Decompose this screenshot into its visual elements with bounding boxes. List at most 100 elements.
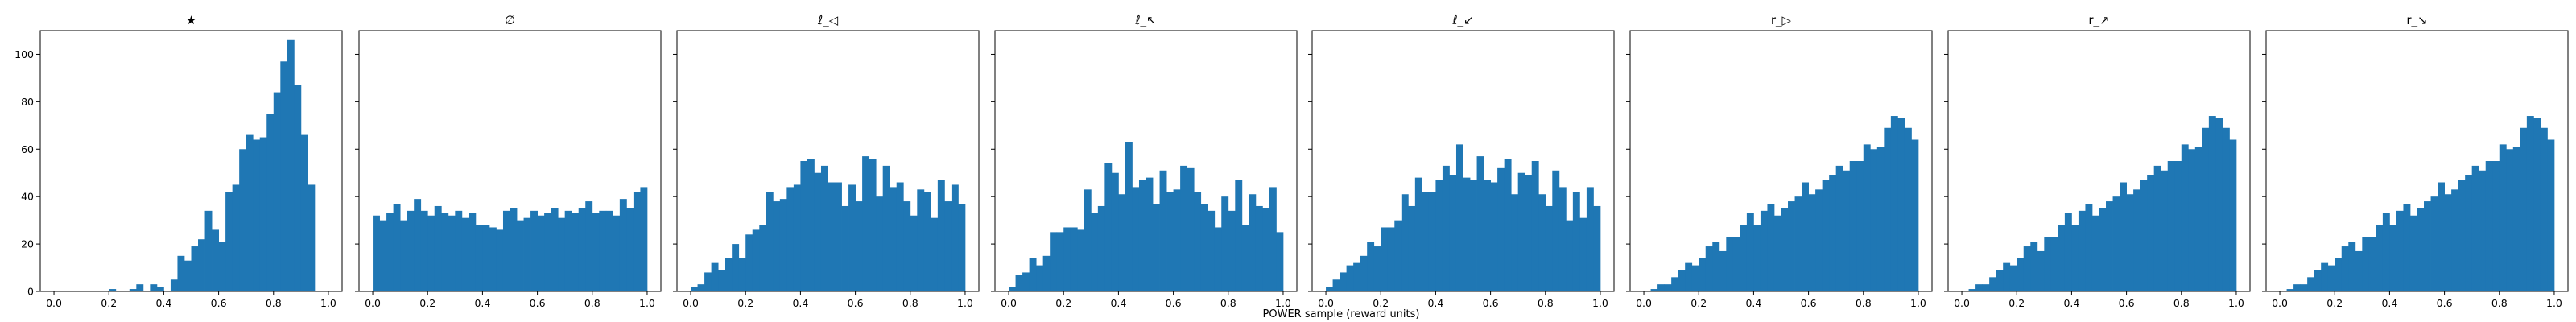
x-tick-label: 0.8: [266, 297, 282, 309]
histogram-bar: [156, 287, 164, 291]
histogram-bar: [300, 134, 308, 291]
histogram-bar: [2120, 182, 2127, 291]
histogram-bar: [2506, 149, 2514, 291]
histogram-bar: [1097, 205, 1105, 291]
histogram-bar: [551, 208, 559, 291]
histogram-panel: 0.0 0.2 0.4 0.6 0.8 1.0 r_↘: [2262, 13, 2569, 309]
x-tick-label: 0.2: [1690, 297, 1707, 309]
histogram-panel: 0.0 0.2 0.4 0.6 0.8 1.0 ℓ_↖: [991, 13, 1298, 309]
histogram-bar: [1996, 270, 2004, 291]
axes-frame: [676, 30, 980, 292]
histogram-bar: [1835, 165, 1843, 291]
histogram-bar: [691, 287, 698, 291]
histogram-bar: [1890, 116, 1898, 291]
x-tick-label: 0.0: [2272, 297, 2288, 309]
histogram-bar: [379, 220, 387, 291]
histogram-bar: [517, 220, 524, 291]
y-tick-label: 60: [21, 143, 34, 155]
histogram-bar: [1572, 192, 1580, 291]
histogram-bar: [273, 92, 281, 291]
histogram-bar: [558, 217, 566, 291]
histogram-bar: [427, 215, 436, 291]
histogram-bar: [544, 213, 552, 291]
x-tick-label: 0.4: [2381, 297, 2397, 309]
histogram-bar: [2293, 284, 2301, 291]
axes-frame: [39, 30, 343, 292]
histogram-bar: [1401, 194, 1409, 291]
x-tick-label: 1.0: [1592, 297, 1608, 309]
x-tick-label: 0.0: [46, 297, 62, 309]
histogram-bar: [1685, 262, 1693, 291]
histogram-bar: [198, 239, 205, 291]
histogram-bar: [1504, 159, 1512, 291]
histogram-bar: [1463, 177, 1471, 291]
x-tick-label: 0.6: [2119, 297, 2135, 309]
histogram-bar: [1070, 227, 1078, 291]
histogram-bar: [2376, 225, 2384, 291]
histogram-bar: [1166, 192, 1174, 291]
histogram-bar: [2451, 189, 2459, 291]
histogram-bar: [1470, 180, 1477, 291]
histogram-bar: [1442, 165, 1450, 291]
histogram-bar: [1699, 258, 1707, 291]
histogram-bar: [1381, 227, 1389, 291]
histogram-bar: [773, 201, 781, 291]
histogram-bar: [129, 289, 137, 291]
histogram-bar: [910, 215, 918, 291]
histogram-bar: [841, 205, 849, 291]
histogram-bar: [1104, 163, 1113, 291]
histogram-bar: [2327, 265, 2335, 291]
histogram-bar: [1843, 170, 1851, 291]
histogram-bar: [441, 213, 449, 291]
histogram-bar: [414, 199, 422, 291]
histogram-bar: [1159, 170, 1167, 291]
histogram-bar: [1084, 189, 1092, 291]
x-tick-label: 0.0: [1001, 297, 1017, 309]
panels-group: 0.0 0.2 0.4 0.6 0.8 1.0 0 20 40 60 80 100 ★ 0.0 0.2 0.4…: [14, 13, 2569, 309]
x-tick-label: 1.0: [320, 297, 336, 309]
histogram-bar: [890, 187, 898, 291]
histogram-bar: [793, 184, 801, 291]
x-tick-label: 0.2: [101, 297, 117, 309]
histogram-bar: [1118, 194, 1126, 291]
histogram-bar: [923, 192, 931, 291]
histogram-bar: [2355, 250, 2363, 291]
histogram-bar: [1781, 208, 1789, 291]
panel-title: ℓ_↙: [1451, 13, 1473, 28]
histogram-bar: [1208, 210, 1216, 291]
histogram-bar: [1173, 189, 1181, 291]
histogram-bar: [1241, 225, 1249, 291]
histogram-bar: [1125, 142, 1133, 291]
histogram-bar: [2037, 250, 2045, 291]
histogram-bar: [1111, 172, 1119, 291]
histogram-bar: [766, 192, 774, 291]
histogram-bar: [2409, 215, 2417, 291]
x-tick-label: 0.8: [1220, 297, 1236, 309]
histogram-bar: [2174, 161, 2182, 291]
histogram-bar: [510, 208, 518, 291]
histogram-bar: [1346, 265, 1354, 291]
histogram-bar: [1449, 175, 1457, 291]
x-tick-label: 0.4: [155, 297, 171, 309]
histogram-bar: [896, 182, 904, 291]
histogram-panel: 0.0 0.2 0.4 0.6 0.8 1.0 0 20 40 60 80 100 ★: [14, 13, 343, 309]
histogram-bar: [944, 201, 952, 291]
histogram-bar: [184, 260, 192, 291]
histogram-bar: [455, 210, 463, 291]
x-tick-label: 0.0: [1636, 297, 1652, 309]
histogram-bar: [1387, 227, 1395, 291]
histogram-bar: [2147, 175, 2155, 291]
histogram-bar: [2030, 242, 2038, 291]
histogram-bar: [745, 234, 753, 291]
histogram-bar: [2167, 161, 2175, 291]
histogram-bar: [1719, 250, 1727, 291]
histogram-bar: [2485, 161, 2493, 291]
histogram-bar: [400, 220, 408, 291]
x-tick-label: 1.0: [957, 297, 973, 309]
histogram-bar: [1050, 232, 1058, 291]
histogram-bar: [759, 225, 767, 291]
histogram-bar: [1340, 272, 1348, 291]
histogram-bar: [2547, 139, 2555, 291]
histogram-bar: [1650, 289, 1658, 291]
histogram-bar: [1545, 205, 1553, 291]
